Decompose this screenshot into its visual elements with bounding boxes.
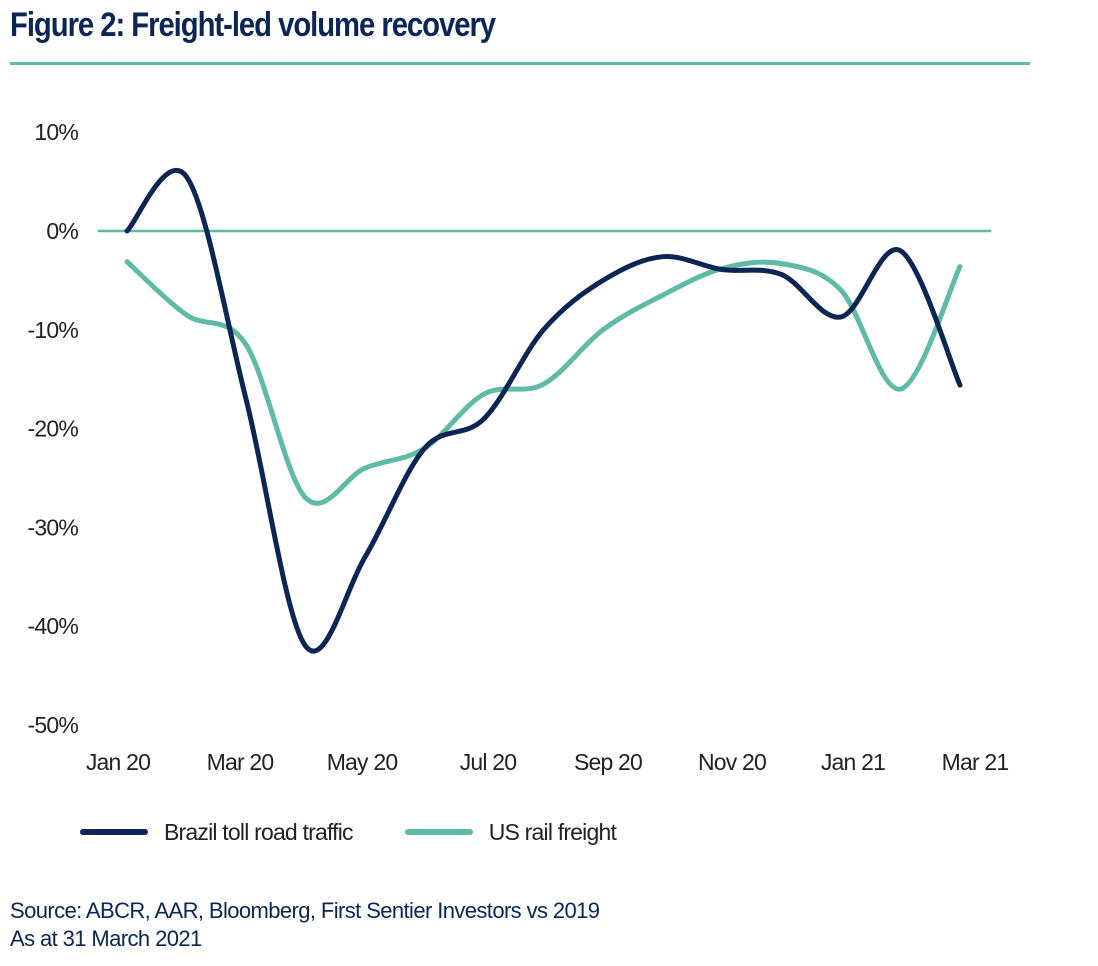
- x-tick-label: Jul 20: [460, 749, 517, 775]
- legend-swatch-us-rail: [404, 829, 473, 835]
- title-rule: [10, 62, 1030, 65]
- x-tick-label: Jan 21: [821, 749, 885, 775]
- series-lines: [124, 167, 963, 654]
- y-tick-label: -20%: [28, 416, 79, 442]
- y-axis-ticks: 10% 0% -10% -20% -30% -40% -50%: [28, 119, 80, 738]
- x-tick-label: Mar 20: [207, 749, 274, 775]
- x-axis-ticks: Jan 20 Mar 20 May 20 Jul 20 Sep 20 Nov 20 Jan …: [86, 749, 1009, 775]
- legend-item-brazil: Brazil toll road traffic: [80, 818, 354, 846]
- y-tick-label: -30%: [28, 514, 79, 540]
- y-tick-label: 0%: [46, 218, 78, 244]
- series-line-brazil-toll-road: [124, 167, 963, 654]
- chart-title: Figure 2: Freight-led volume recovery: [10, 6, 496, 44]
- legend-label: US rail freight: [488, 818, 617, 845]
- legend-label: Brazil toll road traffic: [164, 818, 354, 845]
- series-line-us-rail-freight: [124, 259, 963, 506]
- legend-item-us-rail: US rail freight: [404, 818, 617, 846]
- line-chart: 10% 0% -10% -20% -30% -40% -50% Jan 20 Mar 20 Ma…: [28, 119, 1010, 775]
- x-tick-label: May 20: [327, 749, 398, 775]
- legend: Brazil toll road traffic US rail freight: [80, 812, 668, 852]
- y-tick-label: -40%: [28, 613, 79, 639]
- x-tick-label: Jan 20: [86, 749, 150, 775]
- x-tick-label: Sep 20: [574, 749, 642, 775]
- legend-swatch-brazil: [80, 829, 148, 835]
- y-tick-label: -50%: [28, 712, 79, 738]
- y-tick-label: 10%: [34, 119, 78, 145]
- as-at-note: As at 31 March 2021: [10, 926, 202, 951]
- x-tick-label: Nov 20: [698, 749, 766, 775]
- x-tick-label: Mar 21: [942, 749, 1009, 775]
- footer: Source: ABCR, AAR, Bloomberg, First Sent…: [10, 897, 600, 953]
- source-note: Source: ABCR, AAR, Bloomberg, First Sent…: [10, 898, 600, 923]
- y-tick-label: -10%: [28, 317, 79, 343]
